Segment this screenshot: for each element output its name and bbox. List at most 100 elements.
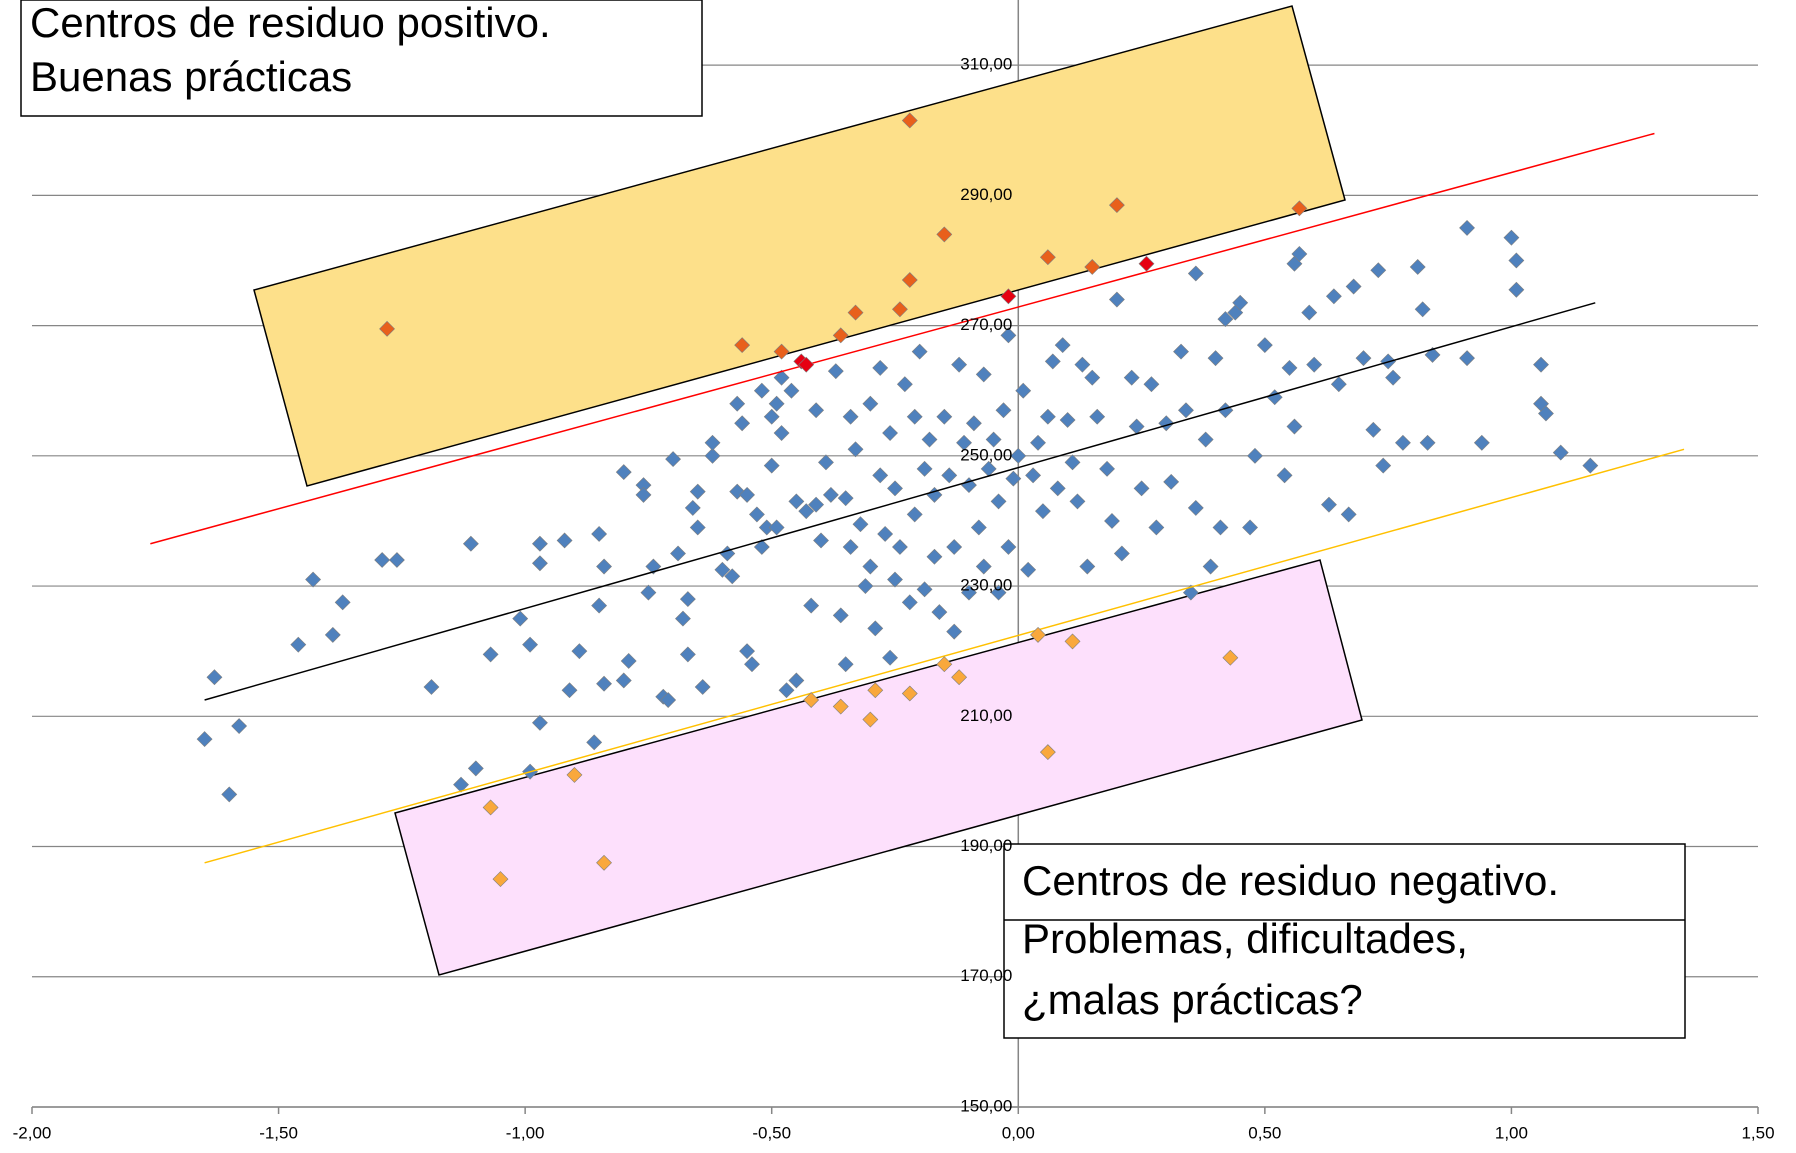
scatter-point [877,526,894,542]
x-tick-label: -2,00 [13,1123,52,1142]
scatter-point [1286,418,1303,435]
scatter-point [788,493,805,510]
scatter-point [1503,229,1520,246]
scatter-point [620,653,637,669]
scatter-point [862,711,879,728]
scatter-point [1049,480,1066,497]
y-tick-label: 190,00 [960,836,1012,855]
scatter-point [1291,200,1308,217]
fit-line [204,448,1685,864]
annotation-text: Centros de residuo positivo. [30,0,551,46]
scatter-point [788,672,805,689]
scatter-point [1108,197,1125,214]
scatter-point [532,555,548,572]
scatter-point [1197,431,1214,448]
scatter-point [818,454,834,471]
scatter-point [882,425,898,441]
x-tick-label: 0,00 [1002,1123,1035,1142]
scatter-point [1276,467,1293,484]
scatter-point [615,672,632,689]
scatter-point [221,786,238,803]
scatter-point [1552,444,1569,461]
scatter-point [1508,281,1525,298]
scatter-point [1084,259,1101,275]
scatter-point [1123,369,1140,386]
y-tick-label: 230,00 [960,576,1012,595]
scatter-point [778,682,795,699]
scatter-point [995,402,1012,419]
scatter-point [975,366,992,383]
scatter-point [951,669,968,686]
annotation-text: Centros de residuo negativo. [1022,857,1559,904]
scatter-point [946,539,963,555]
scatter-point [985,431,1002,448]
scatter-point [1301,304,1318,321]
scatter-point [911,343,928,360]
scatter-point [675,610,691,627]
scatter-point [1370,262,1387,279]
scatter-point [921,431,938,448]
scatter-point [596,675,612,692]
y-tick-label: 270,00 [960,315,1012,334]
scatter-point [1089,408,1106,425]
scatter-point [852,516,869,533]
scatter-point [1064,633,1081,650]
scatter-point [901,594,918,611]
scatter-point [1148,519,1165,536]
scatter-point [679,591,696,608]
scatter-point [773,425,790,441]
scatter-point [975,558,992,575]
scatter-point [1000,288,1017,305]
scatter-point [916,460,933,477]
scatter-point [1355,350,1372,367]
scatter-point [773,369,790,386]
scatter-point [842,539,859,555]
scatter-point [808,402,825,419]
scatter-point [882,649,898,666]
y-tick-label: 310,00 [960,55,1012,74]
scatter-point [660,692,677,708]
scatter-point [1187,499,1204,516]
scatter-point [1059,412,1076,428]
scatter-point [936,656,953,673]
scatter-point [1035,503,1051,520]
scatter-point [556,532,573,549]
scatter-point [1039,249,1056,266]
scatter-point [206,669,223,686]
scatter-point [1005,470,1022,487]
positive-zone [253,5,1346,487]
scatter-point [1538,405,1554,422]
scatter-point [1395,434,1411,451]
scatter-point [1424,346,1441,363]
scatter-point [1508,252,1525,269]
scatter-point [679,646,696,663]
y-tick-label: 150,00 [960,1096,1012,1115]
scatter-point [832,698,849,715]
scatter-point [901,272,918,288]
scatter-point [1133,480,1150,497]
scatter-point [734,415,751,432]
scatter-point [492,871,509,888]
scatter-point [901,685,918,702]
scatter-point [739,486,755,503]
scatter-point [872,467,889,484]
scatter-point [1010,447,1027,464]
scatter-point [892,301,908,318]
scatter-point [813,532,829,549]
scatter-point [591,597,608,614]
scatter-point [867,620,884,637]
scatter-point [1459,219,1475,236]
scatter-point [1222,649,1239,666]
scatter-point [1143,376,1160,393]
scatter-point [744,656,760,673]
scatter-point [768,519,785,536]
scatter-point [1409,259,1426,275]
scatter-point [665,451,682,468]
scatter-point [822,486,839,503]
scatter-point [374,552,391,568]
scatter-point [1163,473,1180,490]
x-tick-label: -1,00 [506,1123,545,1142]
scatter-point [719,545,736,562]
annotation-box [1003,843,1686,1039]
scatter-point [862,558,879,575]
